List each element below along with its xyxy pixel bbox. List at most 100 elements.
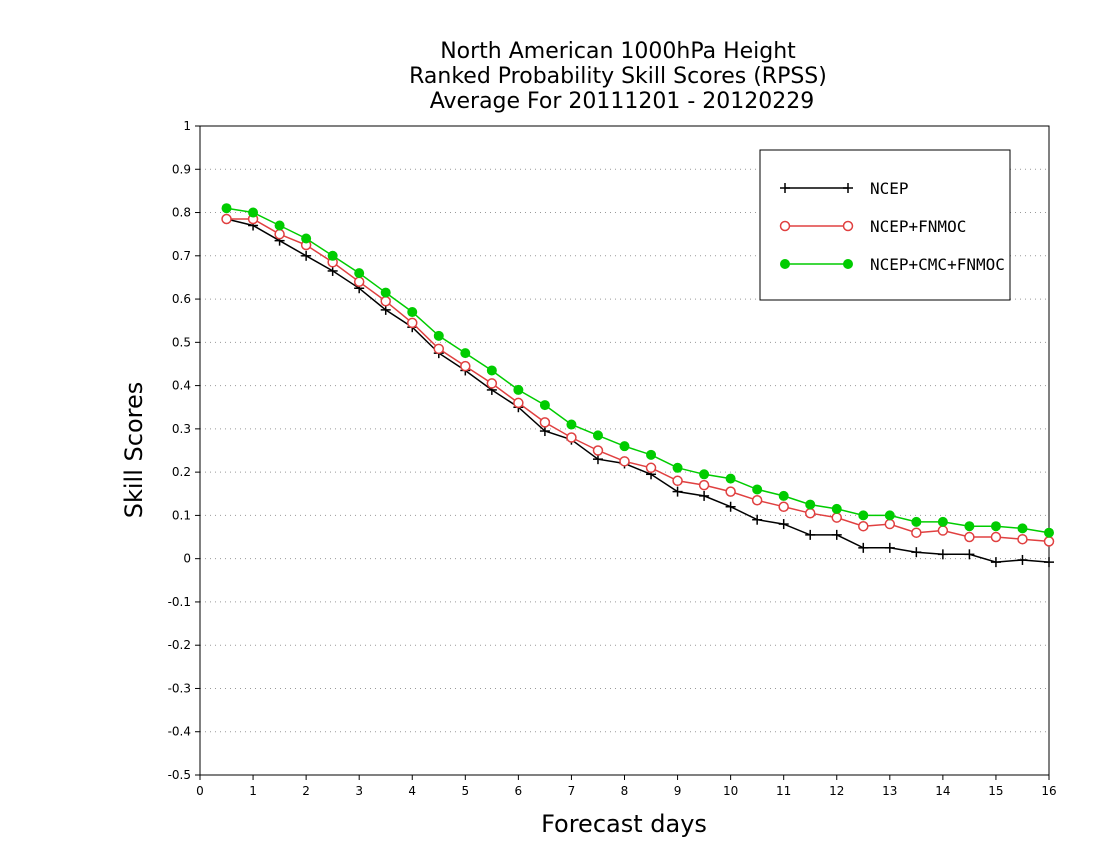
x-tick-label: 1 [249, 784, 257, 798]
legend-label: NCEP+FNMOC [870, 217, 966, 236]
data-point [645, 462, 657, 474]
data-point [752, 514, 763, 525]
data-point [752, 484, 763, 495]
y-tick-label: 0.4 [172, 379, 191, 393]
data-point [221, 203, 232, 214]
data-point [274, 228, 285, 240]
x-tick-label: 4 [408, 784, 416, 798]
data-point [566, 419, 577, 430]
data-point [990, 531, 1002, 543]
data-point [1044, 527, 1054, 538]
data-point [380, 295, 391, 307]
data-point [486, 378, 498, 389]
data-point [725, 486, 736, 497]
legend-box [759, 149, 1011, 301]
y-tick-label: -0.1 [168, 595, 191, 609]
legend-marker [842, 220, 854, 232]
data-point [964, 531, 975, 543]
data-point [937, 516, 948, 527]
y-tick-label: 0.1 [172, 508, 191, 522]
data-point [248, 207, 259, 218]
y-tick-label: 0.6 [172, 292, 191, 306]
data-point [539, 426, 550, 437]
data-point [778, 519, 789, 530]
data-point [778, 501, 789, 512]
data-point [804, 507, 816, 519]
data-point [831, 512, 842, 523]
data-point [699, 490, 710, 501]
y-tick-label: 1 [183, 119, 191, 133]
data-point [380, 304, 391, 315]
data-point [592, 454, 603, 465]
data-point [592, 445, 604, 456]
data-point [778, 490, 789, 501]
data-point [380, 287, 391, 298]
data-point [221, 213, 232, 225]
legend-marker [843, 259, 853, 269]
x-tick-label: 13 [882, 784, 897, 798]
data-point [1017, 523, 1028, 534]
title-line-2: Ranked Probability Skill Scores (RPSS) [409, 64, 827, 89]
x-tick-label: 7 [568, 784, 576, 798]
legend-entry: NCEP+CMC+FNMOC [780, 255, 1005, 274]
y-axis-title: Skill Scores [120, 382, 148, 519]
data-point [646, 449, 657, 460]
data-point [672, 475, 683, 487]
data-point [592, 430, 603, 441]
data-point [805, 499, 816, 510]
chart-title: North American 1000hPa Height Ranked Pro… [409, 39, 827, 114]
series [221, 203, 1055, 568]
data-point [725, 473, 736, 484]
data-point [327, 250, 338, 261]
data-point [937, 549, 948, 560]
data-point [539, 417, 551, 428]
x-tick-label: 12 [829, 784, 844, 798]
series-ncep-cmc-fnmoc [221, 203, 1054, 538]
legend: NCEP NCEP+FNMOC NCEP+CMC+FNMOC [759, 149, 1011, 301]
data-point [460, 348, 471, 359]
x-tick-label: 9 [674, 784, 682, 798]
data-point [672, 486, 683, 497]
y-tick-label: -0.4 [168, 725, 191, 739]
y-tick-label: -0.2 [168, 638, 191, 652]
data-point [725, 501, 736, 512]
x-tick-label: 15 [988, 784, 1003, 798]
legend-entry: NCEP+FNMOC [779, 217, 966, 236]
data-point [672, 462, 683, 473]
data-point [858, 510, 869, 521]
data-point [911, 547, 922, 558]
legend-marker [779, 220, 791, 232]
legend-marker [843, 183, 853, 193]
data-point [486, 365, 497, 376]
data-point [353, 276, 365, 288]
data-point [460, 360, 471, 372]
data-point [407, 317, 418, 329]
legend-marker [780, 259, 790, 269]
data-point [274, 220, 285, 231]
y-tick-label: 0.8 [172, 206, 191, 220]
x-tick-label: 10 [723, 784, 738, 798]
data-point [831, 503, 842, 514]
data-point [964, 549, 975, 560]
x-tick-label: 5 [461, 784, 469, 798]
y-tick-label: -0.5 [168, 768, 191, 782]
data-point [751, 495, 763, 506]
data-point [513, 397, 524, 409]
data-point [831, 529, 842, 540]
data-point [1017, 533, 1028, 545]
data-point [433, 343, 445, 355]
legend-entry: NCEP [780, 179, 909, 198]
data-point [1017, 554, 1028, 565]
y-tick-label: 0.2 [172, 465, 191, 479]
data-point [698, 479, 710, 491]
x-tick-label: 3 [355, 784, 363, 798]
data-point [513, 384, 524, 395]
data-point [884, 542, 895, 553]
data-point [964, 521, 975, 532]
data-point [433, 330, 444, 341]
title-line-1: North American 1000hPa Height [440, 39, 796, 64]
x-tick-label: 6 [515, 784, 523, 798]
x-tick-label: 11 [776, 784, 791, 798]
data-point [699, 469, 710, 480]
